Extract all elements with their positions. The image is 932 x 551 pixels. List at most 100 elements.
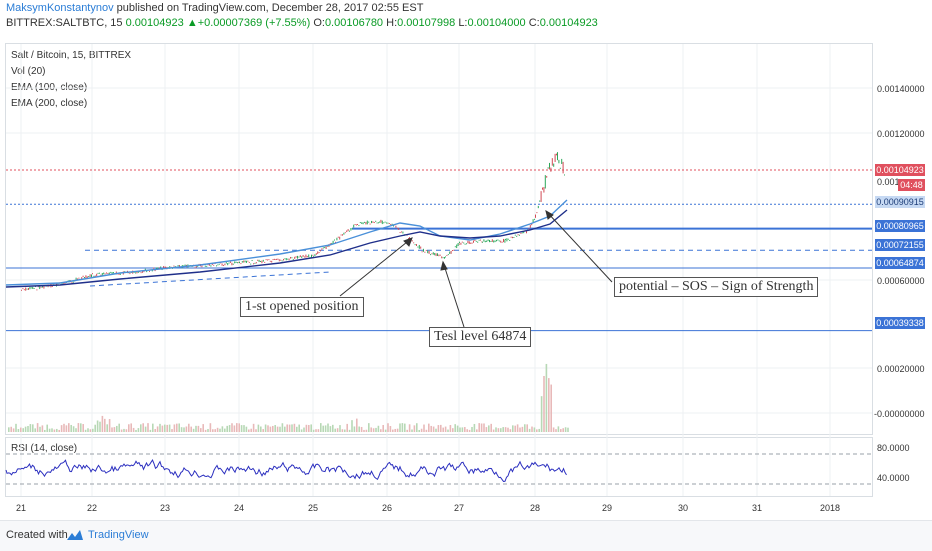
volume-bar xyxy=(452,428,454,432)
candle xyxy=(30,287,32,289)
volume-bar xyxy=(557,426,560,432)
candle xyxy=(501,241,503,243)
volume-bar xyxy=(214,429,216,432)
candle xyxy=(43,285,45,289)
note-sos: potential – SOS – Sign of Strength xyxy=(614,277,819,297)
candle xyxy=(230,261,231,263)
candle xyxy=(399,232,401,234)
candle xyxy=(414,244,416,246)
candle xyxy=(308,254,310,258)
candle xyxy=(556,153,557,156)
volume-bar xyxy=(476,429,478,432)
candle xyxy=(261,260,263,264)
candle xyxy=(244,260,246,263)
volume-bar xyxy=(531,426,533,432)
volume-bar xyxy=(152,423,154,432)
volume-bar xyxy=(168,424,171,432)
candle xyxy=(106,272,107,274)
candle xyxy=(365,221,367,225)
candle xyxy=(312,254,314,256)
volume-bar xyxy=(543,375,545,432)
volume-bar xyxy=(149,429,152,432)
volume-bar xyxy=(248,429,250,432)
volume-bar xyxy=(370,427,372,432)
candle xyxy=(204,265,206,267)
publish-text: published on TradingView.com, December 2… xyxy=(116,2,424,14)
candle xyxy=(225,262,227,264)
tradingview-link[interactable]: TradingView xyxy=(88,529,149,541)
candle xyxy=(39,286,41,290)
candle xyxy=(368,221,370,223)
price-pane[interactable] xyxy=(5,43,873,435)
candle xyxy=(473,240,474,243)
candle xyxy=(241,261,243,263)
volume-bar xyxy=(111,427,113,432)
candle xyxy=(32,286,34,289)
candle xyxy=(294,256,296,259)
volume-bar xyxy=(495,427,497,432)
volume-bar xyxy=(255,429,257,432)
candle xyxy=(291,257,293,259)
level-tag: 0.00039338 xyxy=(875,317,925,329)
current-price-tag: 0.00104923 xyxy=(875,164,925,176)
last-price: 0.00104923 xyxy=(125,17,184,29)
rsi-pane[interactable] xyxy=(5,437,873,497)
candle xyxy=(362,222,364,225)
author-link[interactable]: MaksymKonstantynov xyxy=(6,2,114,14)
candle xyxy=(439,254,441,256)
candle xyxy=(487,239,489,242)
volume-bar xyxy=(82,424,84,432)
volume-bar xyxy=(394,428,396,432)
candle xyxy=(371,220,372,224)
countdown-tag: 04:48 xyxy=(898,179,925,191)
candle xyxy=(94,275,96,277)
candle xyxy=(551,158,553,166)
candle xyxy=(461,241,463,243)
volume-bar xyxy=(384,429,387,432)
candle xyxy=(493,240,495,243)
publish-info: MaksymKonstantynov published on TradingV… xyxy=(6,2,423,14)
arrow-test-level xyxy=(442,261,465,328)
candle xyxy=(537,205,539,209)
candle xyxy=(516,235,518,237)
candle xyxy=(418,244,420,249)
candle xyxy=(398,227,400,230)
candle xyxy=(111,272,113,275)
candle xyxy=(269,260,271,262)
volume-bar xyxy=(99,421,101,432)
candle xyxy=(104,273,106,275)
candle xyxy=(324,246,326,249)
candle xyxy=(164,266,166,269)
candle xyxy=(108,272,110,276)
volume-bar xyxy=(471,426,473,432)
volume-bar xyxy=(12,428,15,432)
candle xyxy=(124,271,126,273)
candle xyxy=(99,272,100,274)
candle xyxy=(459,243,460,245)
candle xyxy=(281,260,283,262)
rsi-tick: 40.0000 xyxy=(877,473,910,483)
candle xyxy=(100,274,102,276)
volume-bar xyxy=(288,424,291,432)
legend-rsi: RSI (14, close) xyxy=(11,443,78,454)
price-tick: 0.00140000 xyxy=(877,84,925,94)
candle xyxy=(97,272,99,274)
volume-bar xyxy=(123,428,125,432)
candle xyxy=(434,252,436,256)
low-label: L: xyxy=(458,17,468,29)
candle xyxy=(517,234,519,236)
volume-bar xyxy=(324,425,327,432)
candle xyxy=(475,240,477,242)
candle xyxy=(321,248,323,250)
time-tick: 31 xyxy=(752,503,763,513)
volume-bar xyxy=(497,428,500,432)
volume-bar xyxy=(329,426,332,432)
candle xyxy=(507,238,509,240)
candle xyxy=(149,270,150,272)
candle xyxy=(184,264,186,267)
volume-bar xyxy=(524,424,526,432)
candle xyxy=(334,239,335,241)
candle xyxy=(146,270,148,273)
candle xyxy=(290,256,291,259)
